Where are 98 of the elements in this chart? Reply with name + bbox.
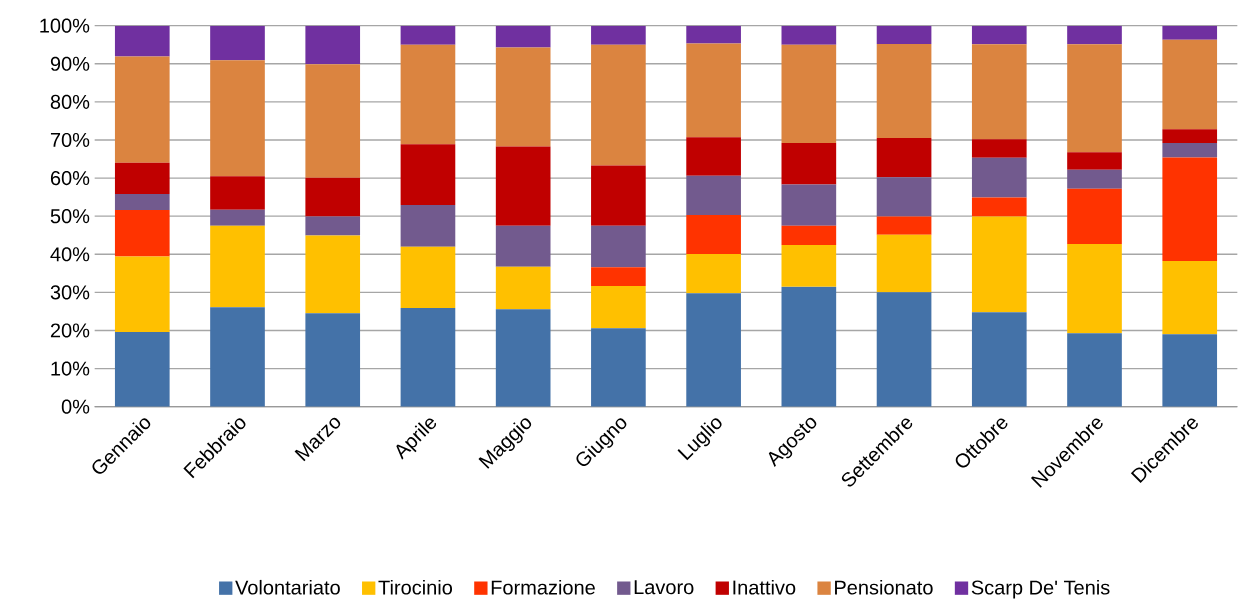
bar	[1067, 44, 1122, 153]
legend-label: Tirocinio	[378, 579, 453, 595]
bar	[1162, 261, 1218, 335]
bar	[400, 144, 456, 206]
bar	[305, 235, 361, 314]
bar	[971, 216, 1027, 313]
bar	[781, 143, 837, 185]
bar	[876, 25, 932, 44]
bar	[1067, 243, 1122, 334]
y-tick-label: 60%	[50, 170, 90, 186]
bar	[495, 47, 551, 147]
y-tick-label: 0%	[61, 399, 90, 414]
bar	[591, 328, 646, 407]
bar	[591, 165, 646, 226]
bar	[114, 210, 170, 257]
bar	[495, 309, 551, 407]
bar	[210, 225, 265, 308]
bar	[114, 194, 170, 211]
bar	[495, 266, 551, 310]
bar	[114, 162, 170, 195]
legend-label: Scarp De' Tenis	[971, 579, 1110, 599]
bar	[876, 292, 932, 407]
bar	[781, 286, 837, 407]
bar	[591, 267, 646, 286]
bar	[400, 44, 456, 145]
bar	[971, 312, 1027, 407]
bar	[686, 137, 741, 176]
bar	[1067, 152, 1122, 170]
y-tick-label: 70%	[50, 132, 90, 148]
bar	[591, 225, 646, 268]
bar	[1162, 39, 1218, 130]
bar	[495, 225, 551, 267]
bar	[686, 215, 741, 254]
bar	[400, 246, 456, 308]
bar	[781, 44, 837, 144]
bar	[971, 44, 1027, 140]
bar	[1067, 25, 1122, 45]
bar	[876, 216, 932, 235]
bar	[1162, 334, 1218, 407]
bar	[876, 138, 932, 178]
bar	[305, 64, 361, 178]
y-tick-label: 100%	[40, 18, 90, 33]
bar	[971, 157, 1027, 198]
bar	[876, 43, 932, 139]
legend-label: Formazione	[491, 579, 595, 595]
bar	[114, 331, 170, 407]
y-tick-label: 40%	[50, 247, 90, 262]
y-tick-label: 10%	[51, 361, 90, 376]
bar	[210, 60, 265, 177]
bar	[1067, 188, 1122, 244]
bar	[400, 205, 456, 247]
legend-label: Pensionato	[835, 579, 933, 595]
bar	[1162, 157, 1218, 262]
bar	[114, 56, 170, 163]
bar	[971, 25, 1027, 45]
bar	[305, 216, 361, 236]
bar	[591, 285, 646, 329]
legend-label: Lavoro	[634, 580, 694, 595]
bar	[686, 43, 741, 138]
bar	[305, 25, 361, 65]
bar	[686, 175, 741, 216]
bar	[114, 256, 170, 332]
bar	[591, 44, 646, 166]
bar	[400, 25, 456, 45]
bar	[876, 234, 932, 293]
legend-label: Inattivo	[733, 579, 796, 595]
bar	[305, 177, 361, 217]
y-tick-label: 90%	[50, 56, 90, 71]
bar	[210, 307, 265, 407]
y-tick-label: 30%	[50, 285, 90, 300]
bar	[781, 245, 837, 287]
bar	[1067, 169, 1122, 189]
bar	[971, 197, 1027, 217]
bar	[686, 25, 741, 44]
bar	[495, 146, 551, 226]
legend-label: Volontariato	[235, 579, 340, 595]
bar	[591, 25, 646, 45]
y-tick-label: 20%	[50, 323, 90, 338]
bar	[114, 25, 170, 57]
bar	[210, 25, 265, 61]
bar	[1162, 129, 1218, 144]
y-tick-label: 50%	[50, 209, 90, 224]
y-tick-label: 80%	[50, 94, 90, 109]
bar	[686, 253, 741, 294]
bar	[971, 139, 1027, 158]
bar	[210, 209, 265, 226]
bar	[210, 176, 265, 210]
bar	[305, 313, 361, 407]
bar	[1162, 25, 1218, 40]
bar	[495, 25, 551, 48]
bar	[876, 177, 932, 217]
bar	[781, 225, 837, 246]
bar	[1162, 143, 1218, 158]
bar	[686, 293, 741, 407]
bar	[781, 25, 837, 45]
bar	[400, 307, 456, 407]
bar	[1067, 333, 1122, 407]
bar	[781, 184, 837, 226]
